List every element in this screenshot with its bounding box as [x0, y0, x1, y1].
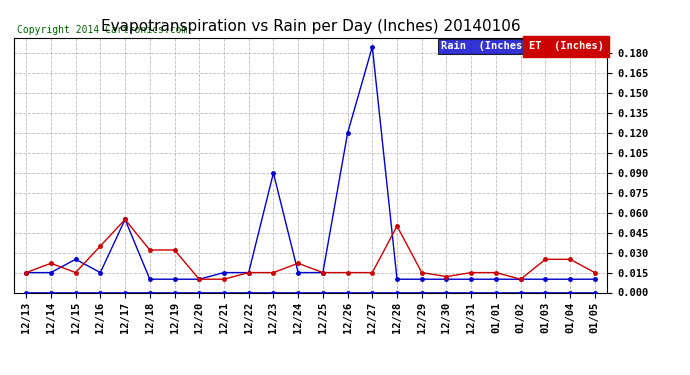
Text: Copyright 2014 Cartronics.com: Copyright 2014 Cartronics.com	[17, 25, 187, 35]
Legend: Rain  (Inches), ET  (Inches): Rain (Inches), ET (Inches)	[438, 39, 606, 54]
Title: Evapotranspiration vs Rain per Day (Inches) 20140106: Evapotranspiration vs Rain per Day (Inch…	[101, 18, 520, 33]
